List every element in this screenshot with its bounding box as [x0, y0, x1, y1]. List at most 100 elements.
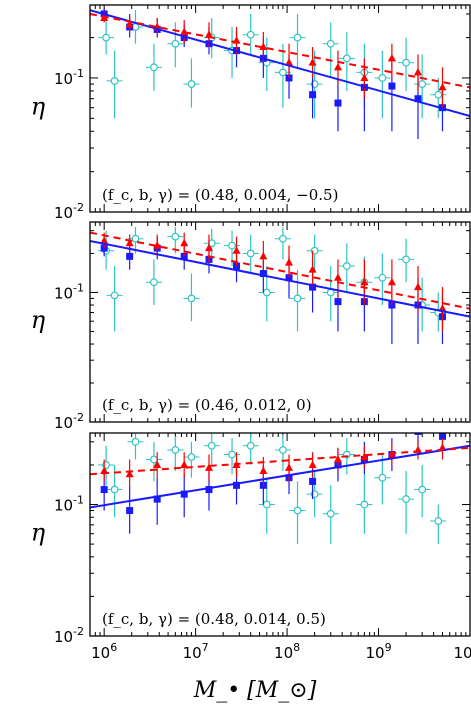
data-point-circle	[187, 453, 196, 461]
y-axis-label: η	[31, 93, 46, 121]
data-point-triangle	[285, 463, 294, 471]
data-point-square	[100, 486, 108, 494]
data-point-circle	[360, 500, 369, 509]
data-point-square	[259, 270, 267, 278]
data-point-circle	[150, 455, 158, 464]
y-axis-label: η	[31, 306, 46, 334]
data-point-circle	[342, 262, 351, 270]
data-point-circle	[187, 294, 196, 303]
data-point-triangle	[285, 58, 294, 66]
data-point-triangle	[285, 258, 294, 266]
panel-2: 10-2 10-1 η (f_c, b, γ) = (0.46, 0.012, 0)	[31, 221, 471, 432]
data-point-circle	[102, 33, 111, 42]
data-point-circle	[246, 441, 255, 450]
data-point-square	[205, 486, 213, 494]
data-point-triangle	[413, 282, 422, 291]
data-point-circle	[326, 39, 335, 48]
data-point-circle	[150, 278, 158, 287]
data-point-triangle	[333, 62, 342, 71]
data-point-square	[438, 433, 446, 440]
data-point-square	[153, 495, 161, 503]
fit-line-dashed	[90, 231, 470, 310]
y-tick-label: 10-1	[54, 67, 84, 88]
data-point-circle	[402, 495, 410, 503]
plot-frame	[89, 432, 471, 637]
data-point-circle	[246, 249, 255, 258]
data-point-triangle	[308, 58, 317, 66]
data-point-circle	[228, 241, 236, 250]
data-point-triangle	[413, 67, 422, 76]
data-point-square	[414, 95, 422, 103]
data-point-circle	[342, 54, 351, 63]
data-point-circle	[131, 437, 140, 446]
data-point-circle	[246, 30, 255, 39]
data-point-triangle	[125, 20, 134, 28]
y-tick-label: 10-1	[54, 494, 84, 515]
y-tick-label: 10-2	[54, 411, 84, 432]
data-point-circle	[278, 234, 287, 243]
data-point-triangle	[180, 27, 189, 36]
data-point-triangle	[333, 273, 342, 281]
y-tick-label: 10-1	[54, 281, 84, 302]
data-point-square	[126, 252, 134, 260]
data-point-triangle	[360, 73, 369, 81]
plot-frame	[89, 221, 471, 423]
data-point-circle	[378, 74, 387, 82]
data-point-circle	[293, 506, 302, 515]
parameter-annotation: (f_c, b, γ) = (0.46, 0.012, 0)	[102, 396, 312, 414]
data-point-circle	[150, 63, 158, 72]
data-point-square	[334, 298, 342, 306]
fit-line-solid	[90, 9, 470, 117]
data-point-triangle	[204, 243, 213, 252]
data-point-circle	[434, 90, 443, 99]
data-point-triangle	[259, 251, 268, 260]
data-point-square	[414, 433, 422, 435]
data-point-circle	[434, 517, 443, 525]
data-point-triangle	[360, 277, 369, 286]
data-point-triangle	[204, 463, 213, 471]
x-tick-label: 109	[365, 641, 391, 662]
data-point-circle	[418, 485, 427, 494]
x-tick-label: 1010	[453, 641, 471, 662]
data-point-circle	[262, 288, 271, 297]
parameter-annotation: (f_c, b, γ) = (0.48, 0.004, −0.5)	[102, 186, 338, 204]
data-point-square	[309, 477, 317, 485]
plot-frame	[89, 4, 471, 213]
data-point-triangle	[259, 466, 268, 474]
data-point-circle	[110, 485, 119, 494]
fit-line-dashed	[90, 12, 470, 89]
data-point-triangle	[180, 238, 189, 247]
fit-line-solid	[90, 239, 470, 318]
data-point-square	[334, 99, 342, 107]
data-point-triangle	[204, 30, 213, 38]
data-point-circle	[171, 39, 180, 48]
y-axis-label: η	[31, 519, 46, 547]
y-tick-label: 10-2	[54, 625, 84, 646]
data-point-triangle	[125, 469, 134, 478]
data-point-circle	[171, 232, 180, 241]
data-point-triangle	[100, 466, 109, 474]
data-point-circle	[228, 450, 236, 459]
data-point-square	[233, 481, 241, 489]
data-point-circle	[278, 446, 287, 454]
data-point-triangle	[387, 277, 396, 286]
data-point-circle	[278, 68, 287, 77]
data-point-circle	[402, 255, 410, 264]
data-point-triangle	[232, 246, 241, 254]
data-point-circle	[293, 294, 302, 303]
data-point-triangle	[125, 238, 134, 247]
data-point-square	[180, 490, 188, 498]
data-point-circle	[378, 273, 387, 282]
data-point-triangle	[333, 455, 342, 463]
data-point-triangle	[100, 236, 109, 244]
data-point-circle	[293, 33, 302, 42]
data-point-circle	[110, 291, 119, 300]
data-point-triangle	[153, 241, 162, 249]
data-point-square	[126, 507, 134, 515]
data-point-square	[388, 82, 396, 90]
x-tick-label: 106	[91, 641, 117, 662]
data-point-triangle	[438, 304, 447, 312]
data-point-circle	[187, 80, 196, 88]
panel-3: 10-2 10-1 η (f_c, b, γ) = (0.48, 0.014, 0.5…	[31, 432, 471, 662]
